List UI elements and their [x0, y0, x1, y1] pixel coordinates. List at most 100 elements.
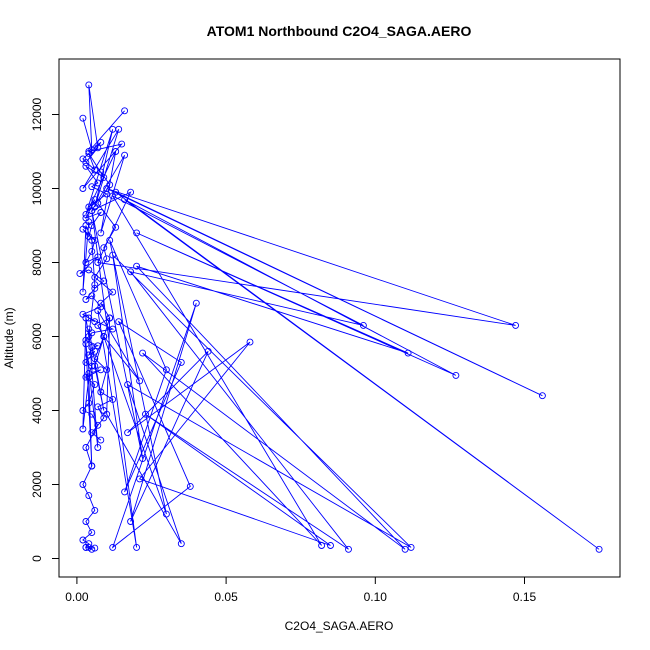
- data-point: [97, 388, 105, 396]
- data-point: [345, 545, 352, 553]
- data-point: [121, 151, 129, 159]
- data-point: [91, 506, 99, 514]
- data-point: [94, 144, 102, 152]
- data-point: [85, 148, 93, 155]
- data-point: [401, 545, 409, 553]
- data-point: [106, 181, 114, 189]
- data-point: [106, 314, 114, 322]
- data-point: [88, 545, 96, 553]
- data-point: [91, 381, 99, 389]
- data-point: [79, 114, 87, 122]
- data-point: [91, 362, 99, 370]
- data-point: [88, 207, 96, 215]
- data-point: [136, 475, 144, 483]
- data-point: [121, 196, 129, 204]
- chart-title: ATOM1 Northbound C2O4_SAGA.AERO: [207, 23, 472, 39]
- data-point: [359, 321, 367, 329]
- data-point: [82, 340, 90, 348]
- data-point: [82, 210, 90, 218]
- data-point: [162, 510, 170, 518]
- y-tick-label: 12000: [30, 97, 44, 131]
- data-point: [85, 492, 93, 500]
- data-point: [452, 371, 460, 379]
- data-point: [327, 542, 334, 549]
- data-point: [142, 410, 149, 418]
- series-line-2: [82, 110, 600, 550]
- x-tick-label: 0.10: [364, 590, 388, 604]
- y-axis: 0 2000 4000 6000 8000 10000 12000: [30, 97, 60, 562]
- data-point: [85, 351, 93, 359]
- data-point: [100, 414, 108, 422]
- data-point: [133, 229, 141, 237]
- data-point: [246, 338, 254, 346]
- data-point: [88, 236, 96, 244]
- data-point: [109, 395, 117, 403]
- data-point: [204, 347, 212, 355]
- x-tick-label: 0.15: [513, 590, 537, 604]
- data-point: [177, 540, 185, 548]
- data-point: [76, 270, 84, 278]
- data-point: [97, 436, 105, 444]
- data-point: [186, 482, 194, 490]
- data-point: [94, 199, 102, 207]
- data-point: [100, 244, 108, 252]
- data-point: [82, 358, 90, 366]
- y-tick-label: 4000: [30, 397, 44, 424]
- data-point: [91, 355, 99, 363]
- y-tick-label: 2000: [30, 471, 44, 498]
- data-point: [407, 543, 415, 551]
- data-point: [109, 125, 117, 133]
- data-point: [124, 429, 132, 437]
- x-tick-label: 0.05: [214, 590, 238, 604]
- data-point: [103, 366, 111, 374]
- data-point: [127, 518, 135, 525]
- data-point: [88, 292, 96, 300]
- data-point: [109, 251, 117, 259]
- data-point: [85, 218, 93, 226]
- x-axis-label: C2O4_SAGA.AERO: [285, 619, 394, 633]
- y-axis-label: Altitude (m): [2, 307, 16, 368]
- data-point: [94, 444, 102, 451]
- data-point: [103, 255, 111, 263]
- data-point: [139, 349, 147, 357]
- data-point: [79, 536, 87, 544]
- data-point: [85, 149, 93, 157]
- data-point: [133, 543, 141, 551]
- data-point: [85, 266, 93, 274]
- data-point: [97, 209, 105, 216]
- data-point: [100, 407, 108, 414]
- data-point: [88, 429, 96, 437]
- data-point: [88, 410, 96, 418]
- data-point: [133, 262, 141, 270]
- data-point: [97, 229, 105, 237]
- data-point: [88, 462, 96, 470]
- data-point: [512, 321, 520, 329]
- data-point: [112, 223, 120, 231]
- data-point: [112, 148, 120, 155]
- data-point: [85, 325, 93, 333]
- data-point: [127, 268, 135, 276]
- y-tick-label: 6000: [30, 323, 44, 350]
- data-point: [91, 281, 99, 289]
- data-point: [79, 481, 87, 488]
- y-tick-label: 0: [30, 555, 44, 562]
- data-point: [79, 155, 87, 163]
- data-point: [97, 299, 105, 307]
- data-point: [100, 333, 108, 340]
- data-point: [162, 366, 170, 374]
- data-point: [124, 381, 132, 389]
- data-point: [318, 542, 326, 549]
- data-point: [94, 259, 102, 266]
- data-point: [85, 333, 93, 340]
- data-point: [109, 288, 117, 296]
- data-point: [97, 168, 105, 176]
- data-point: [100, 173, 108, 181]
- data-point: [82, 444, 90, 451]
- x-tick-label: 0.00: [65, 590, 89, 604]
- data-point: [85, 81, 93, 89]
- data-point: [109, 543, 117, 551]
- data-point: [127, 188, 135, 196]
- data-point: [538, 392, 546, 400]
